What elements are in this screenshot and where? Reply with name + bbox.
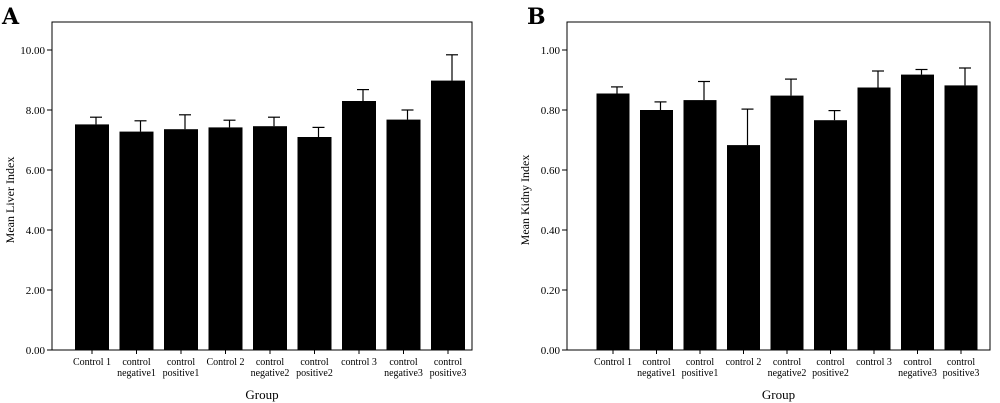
x-tick-label: control	[903, 357, 932, 368]
x-tick-label: negative3	[384, 368, 423, 379]
bar	[342, 101, 376, 350]
bar	[253, 126, 287, 350]
x-tick-label: positive2	[812, 368, 849, 379]
x-tick-label: control 3	[856, 357, 892, 368]
x-tick-label: Control 1	[594, 357, 632, 368]
y-tick-label: 8.00	[26, 105, 46, 117]
bar	[164, 129, 198, 350]
bar	[640, 110, 673, 350]
x-tick-label: negative2	[251, 368, 290, 379]
x-tick-label: negative2	[768, 368, 807, 379]
x-tick-label: positive3	[430, 368, 467, 379]
bar	[208, 127, 243, 351]
x-tick-label: positive2	[296, 368, 333, 379]
bar	[944, 85, 978, 351]
x-tick-label: negative1	[117, 368, 156, 379]
y-tick-label: 0.20	[541, 285, 561, 297]
bar	[386, 119, 421, 350]
x-tick-label: positive1	[682, 368, 719, 379]
x-tick-label: positive1	[163, 368, 200, 379]
x-tick-label: control	[947, 357, 976, 368]
x-tick-label: control	[300, 357, 329, 368]
x-tick-label: negative3	[898, 368, 937, 379]
x-tick-label: control	[773, 357, 802, 368]
x-axis-title: Group	[245, 387, 278, 402]
bar	[814, 120, 847, 350]
y-tick-label: 0.60	[541, 165, 561, 177]
panel-b-label: B	[527, 4, 546, 30]
bar	[901, 74, 934, 350]
bar	[431, 80, 465, 350]
x-axis-title: Group	[762, 387, 795, 402]
panel-b: B 0.00 0.20 0.40 0.60 0.80 1.00 Mean Kidny Ind…	[518, 4, 991, 402]
y-tick-label: 0.80	[541, 105, 561, 117]
x-tick-label: control	[816, 357, 845, 368]
x-tick-label: control	[122, 357, 151, 368]
x-tick-label: control	[389, 357, 418, 368]
bar	[75, 124, 109, 351]
bar	[297, 137, 332, 350]
y-tick-label: 0.40	[541, 225, 561, 237]
x-tick-label: Control 1	[73, 357, 111, 368]
x-tick-label: positive3	[943, 368, 980, 379]
y-tick-label: 2.00	[26, 285, 46, 297]
y-tick-label: 0.00	[541, 345, 561, 357]
y-axis-title: Mean Liver Index	[3, 157, 17, 244]
y-tick-label: 10.00	[20, 45, 45, 57]
y-tick-label: 6.00	[26, 165, 46, 177]
x-tick-label: negative1	[637, 368, 676, 379]
bar	[596, 93, 630, 350]
y-tick-label: 0.00	[26, 345, 46, 357]
y-axis-title: Mean Kidny Index	[518, 155, 532, 246]
bar	[119, 131, 154, 350]
bar	[683, 100, 717, 350]
x-tick-label: Control 2	[206, 357, 244, 368]
x-tick-label: control	[256, 357, 285, 368]
bar	[857, 87, 891, 350]
x-tick-label: control	[686, 357, 715, 368]
x-tick-label: control 3	[341, 357, 377, 368]
x-tick-label: control	[434, 357, 463, 368]
panel-a-label: A	[1, 4, 20, 30]
y-tick-label: 1.00	[541, 45, 561, 57]
x-tick-label: control 2	[726, 357, 762, 368]
x-tick-label: control	[167, 357, 196, 368]
panel-a: A 0.00 2.00 4.00 6.00 8.00 10.00 Mean Liver In…	[1, 4, 473, 402]
y-tick-label: 4.00	[26, 225, 46, 237]
bar	[770, 95, 804, 350]
x-tick-label: control	[642, 357, 671, 368]
bar	[727, 145, 760, 350]
